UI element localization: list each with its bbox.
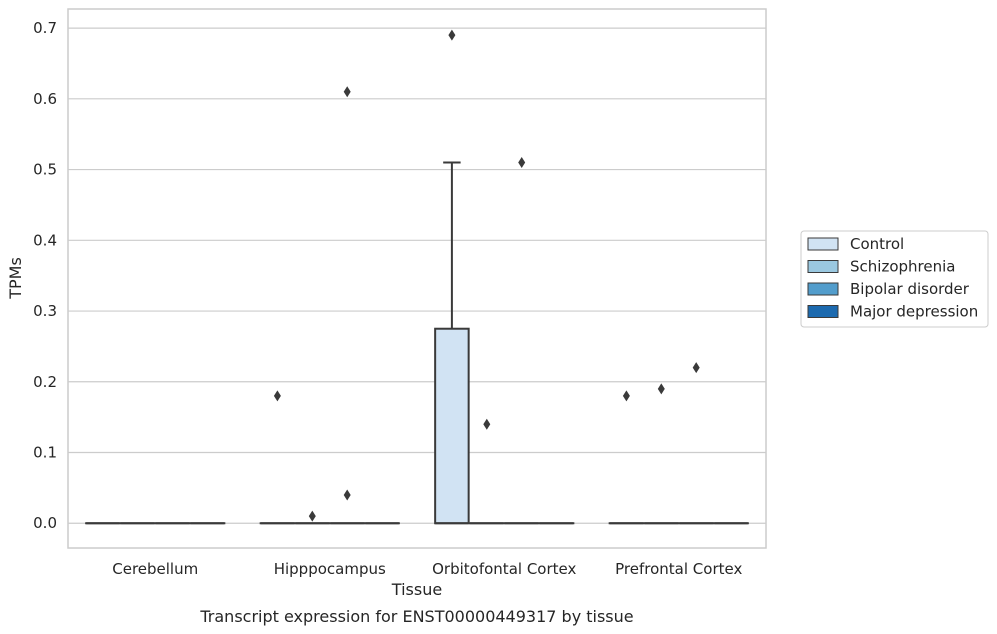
boxes xyxy=(85,161,749,525)
legend-swatch xyxy=(807,282,839,296)
y-tick-labels: 0.0 0.1 0.2 0.3 0.4 0.5 0.6 0.7 xyxy=(33,19,57,532)
y-tick-label: 0.6 xyxy=(33,90,57,108)
y-tick-label: 0.5 xyxy=(33,161,57,179)
outlier-point xyxy=(448,29,456,41)
x-tick-label: Hipppocampus xyxy=(274,560,386,578)
y-tick-label: 0.7 xyxy=(33,19,57,37)
plot-area xyxy=(68,9,766,548)
grid-lines xyxy=(68,27,766,524)
legend-label: Major depression xyxy=(850,303,978,321)
y-tick-label: 0.4 xyxy=(33,231,57,249)
legend-swatch xyxy=(807,305,839,318)
legend-label: Bipolar disorder xyxy=(850,280,970,298)
outlier-point xyxy=(483,418,491,430)
outlier-point xyxy=(622,390,630,402)
x-tick-label: Cerebellum xyxy=(112,560,198,578)
y-tick-label: 0.0 xyxy=(33,514,57,532)
outlier-point xyxy=(518,156,526,168)
box-control xyxy=(434,327,470,525)
legend: Control Schizophrenia Bipolar disorder Majo… xyxy=(800,230,989,328)
outlier-point xyxy=(692,362,700,374)
x-tick-labels: Cerebellum Hipppocampus Orbitofontal Corte… xyxy=(112,560,742,578)
legend-frame xyxy=(800,230,989,328)
y-tick-label: 0.1 xyxy=(33,444,57,462)
legend-label: Control xyxy=(850,235,904,253)
outlier-point xyxy=(273,390,281,402)
outlier-point xyxy=(657,383,665,395)
outlier-point xyxy=(308,510,316,522)
outlier-point xyxy=(343,489,351,501)
x-tick-label: Orbitofontal Cortex xyxy=(432,560,576,578)
y-axis-label: TPMs xyxy=(6,257,25,300)
legend-swatch xyxy=(807,237,839,251)
legend-swatch xyxy=(807,260,839,273)
chart-caption: Transcript expression for ENST0000044931… xyxy=(199,607,633,626)
x-tick-label: Prefrontal Cortex xyxy=(615,560,742,578)
plot-frame xyxy=(67,8,767,549)
x-axis-label: Tissue xyxy=(391,580,442,599)
outlier-points xyxy=(273,29,700,522)
legend-label: Schizophrenia xyxy=(850,258,955,276)
y-tick-label: 0.3 xyxy=(33,302,57,320)
y-tick-label: 0.2 xyxy=(33,373,57,391)
outlier-point xyxy=(343,86,351,98)
